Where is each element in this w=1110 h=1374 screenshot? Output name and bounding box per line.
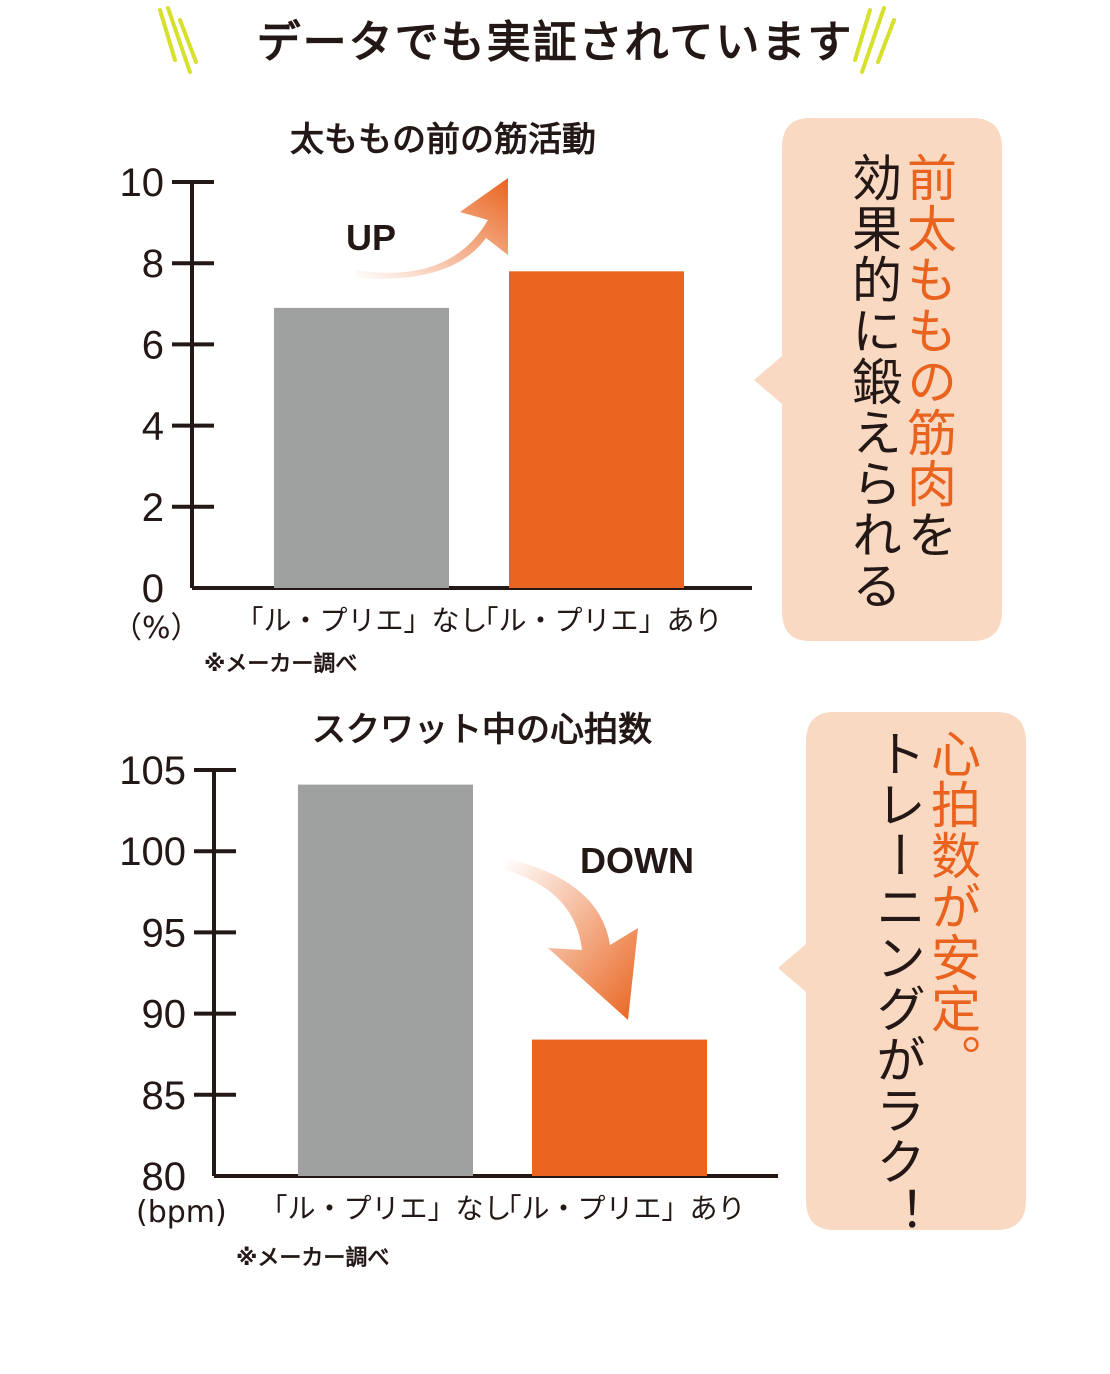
y-tick-label: 10	[120, 161, 165, 205]
down-arrow	[505, 858, 638, 1020]
y-tick-label: 85	[142, 1074, 187, 1118]
y-tick-label: 4	[142, 405, 164, 449]
x-category-label: 「ル・プリエ」なし	[259, 1192, 511, 1225]
y-tick-label: 90	[142, 993, 187, 1037]
y-tick-label: 100	[119, 830, 186, 874]
source-note: ※メーカー調べ	[236, 1246, 390, 1271]
y-axis-unit: （%）	[112, 611, 201, 646]
chart-title: 太ももの前の筋活動	[290, 120, 596, 160]
callout-line2: 効果的に鍛えられる	[844, 152, 902, 611]
y-tick-label: 2	[142, 486, 164, 530]
heart-rate-callout: 心拍数が安定。 トレーニングがラク！	[776, 712, 1031, 1238]
up-arrow	[355, 178, 508, 279]
arrow-label: UP	[346, 217, 396, 258]
page-heading: データでも実証されています	[0, 0, 1110, 90]
y-tick-label: 80	[142, 1155, 187, 1199]
heart-rate-chart: スクワット中の心拍数 80 85 90 95 100 105 「ル・プリエ」なし 「ル・プリエ…	[0, 690, 790, 1290]
callout-bubble	[778, 712, 1026, 1230]
heading-title: データでも実証されています	[256, 17, 854, 68]
source-note: ※メーカー調べ	[204, 652, 358, 677]
y-tick-label: 105	[119, 749, 186, 793]
bar-2	[509, 271, 684, 588]
callout-bubble	[754, 118, 1002, 641]
callout-highlight: 心拍数が安定。	[923, 728, 981, 1085]
x-category-label: 「ル・プリエ」なし	[235, 604, 487, 637]
arrow-label: DOWN	[580, 840, 694, 881]
heading-accent-marks	[158, 6, 896, 74]
chart-plot: 0 2 4 6 8 10 「ル・プリエ」なし「ル・プリエ」あり UP	[120, 161, 752, 637]
y-tick-label: 95	[142, 911, 187, 955]
bar-1	[298, 784, 473, 1176]
chart-title: スクワット中の心拍数	[312, 710, 652, 750]
y-axis-unit: (bpm)	[136, 1195, 227, 1230]
muscle-activity-chart: 太ももの前の筋活動 0 2 4 6 8 10 「ル・プリエ」なし 「ル・プリエ」あり UP （%…	[0, 100, 780, 690]
y-tick-label: 6	[142, 323, 164, 367]
y-tick-label: 8	[142, 242, 164, 286]
x-category-label: 「ル・プリエ」あり	[470, 604, 722, 637]
callout-rest: を	[899, 509, 957, 560]
callout-text: 心拍数が安定。 トレーニングがラク！	[868, 728, 981, 1238]
callout-highlight: 前太ももの筋肉	[899, 152, 957, 509]
y-tick-label: 0	[142, 567, 164, 611]
muscle-callout: 前太ももの筋肉を 効果的に鍛えられる	[752, 118, 1007, 646]
x-category-label: 「ル・プリエ」あり	[493, 1192, 745, 1225]
chart-plot: 80 85 90 95 100 105 「ル・プリエ」なし「ル・プリエ」あり DOWN	[119, 749, 778, 1225]
bar-2	[532, 1039, 707, 1176]
callout-text: 前太ももの筋肉を 効果的に鍛えられる	[844, 152, 957, 611]
callout-line2: トレーニングがラク！	[868, 728, 926, 1238]
bar-1	[274, 307, 449, 588]
